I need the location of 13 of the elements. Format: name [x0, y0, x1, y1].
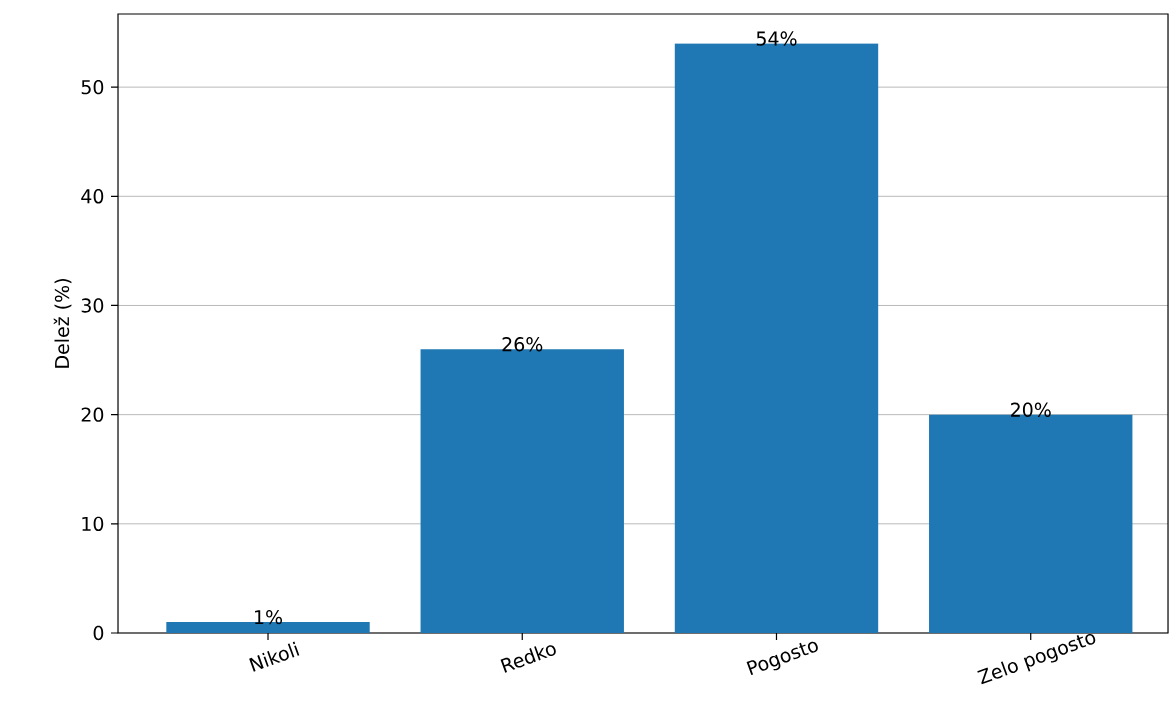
y-tick-label: 30 — [81, 298, 104, 313]
x-tick-label: Nikoli — [249, 641, 300, 672]
data-label: 54% — [756, 31, 797, 46]
y-axis-title: Delež (%) — [53, 279, 72, 368]
y-tick-label: 40 — [81, 189, 104, 204]
y-tick-label: 10 — [82, 516, 104, 531]
data-label: 26% — [502, 337, 543, 352]
y-tick-label: 0 — [93, 625, 104, 641]
data-label: 20% — [1011, 402, 1051, 417]
y-tick-label: 20 — [81, 407, 104, 422]
data-label: 1% — [255, 609, 283, 625]
x-tick-label: Redko — [500, 645, 556, 673]
y-tick-label: 50 — [81, 79, 104, 95]
